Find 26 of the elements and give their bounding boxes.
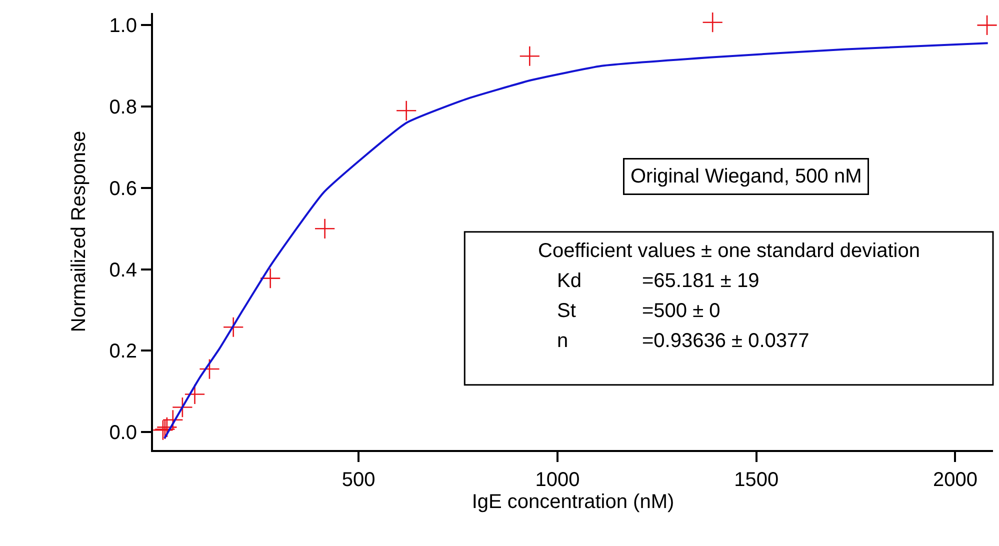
point — [222, 316, 244, 338]
y-tick-label: 0.6 — [109, 178, 137, 200]
y-tick-label: 0.8 — [109, 96, 137, 119]
x-tick-label: 2000 — [932, 469, 978, 491]
point — [519, 46, 540, 67]
point — [976, 14, 998, 36]
point — [314, 218, 336, 240]
x-tick-label: 1000 — [535, 469, 580, 491]
point — [172, 396, 193, 418]
annotation: Original Wiegand, 500 nM — [630, 166, 862, 188]
point — [260, 268, 281, 289]
y-tick-label: 1.0 — [109, 15, 137, 38]
point — [199, 358, 220, 380]
y-tick-label: 0.2 — [109, 340, 137, 363]
y-axis-title: Normailized Response — [68, 130, 90, 332]
x-tick-label: 500 — [342, 469, 376, 491]
x-tick-label: 1500 — [734, 469, 779, 491]
point — [396, 100, 417, 122]
y-tick-label: 0.4 — [109, 259, 137, 282]
y-tick-label: 0.0 — [109, 422, 137, 444]
x-axis-title: IgE concentration (nM) — [472, 491, 674, 513]
point — [702, 12, 724, 33]
text: Coefficient values ± one standard deviation Kd =65.181 ± 19 St =500 ± 0 n =0.93636 ± 0.0377 — [538, 240, 920, 352]
line-series — [164, 42, 989, 440]
point — [162, 409, 184, 430]
point — [184, 384, 206, 405]
